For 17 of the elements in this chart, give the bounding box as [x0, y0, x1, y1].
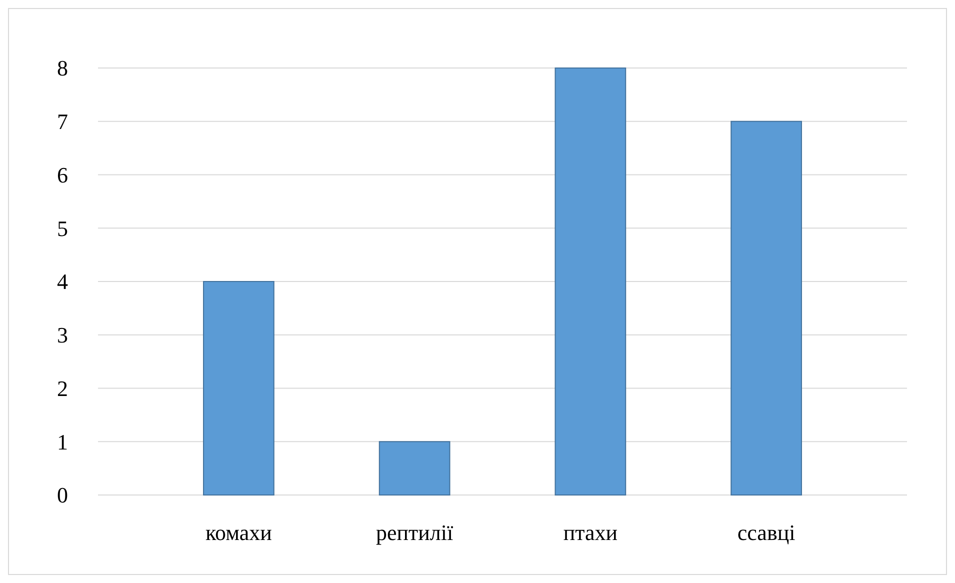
y-tick-label: 4: [57, 269, 68, 294]
y-tick-label: 8: [57, 56, 68, 81]
y-tick-label: 7: [57, 109, 68, 134]
bar: [378, 441, 450, 496]
bar: [203, 281, 274, 496]
x-tick-label: комахи: [205, 520, 272, 545]
y-tick-label: 1: [57, 429, 68, 454]
y-tick-label: 2: [57, 376, 68, 401]
y-tick-label: 6: [57, 162, 68, 188]
bar: [554, 68, 626, 496]
y-tick-label: 5: [57, 216, 68, 241]
y-tick-label: 3: [57, 322, 68, 348]
bar: [730, 120, 802, 496]
x-tick-label: птахи: [563, 520, 618, 545]
y-tick-label: 0: [57, 482, 68, 508]
x-tick-label: ссавці: [737, 520, 796, 545]
x-tick-label: рептилії: [376, 520, 454, 545]
